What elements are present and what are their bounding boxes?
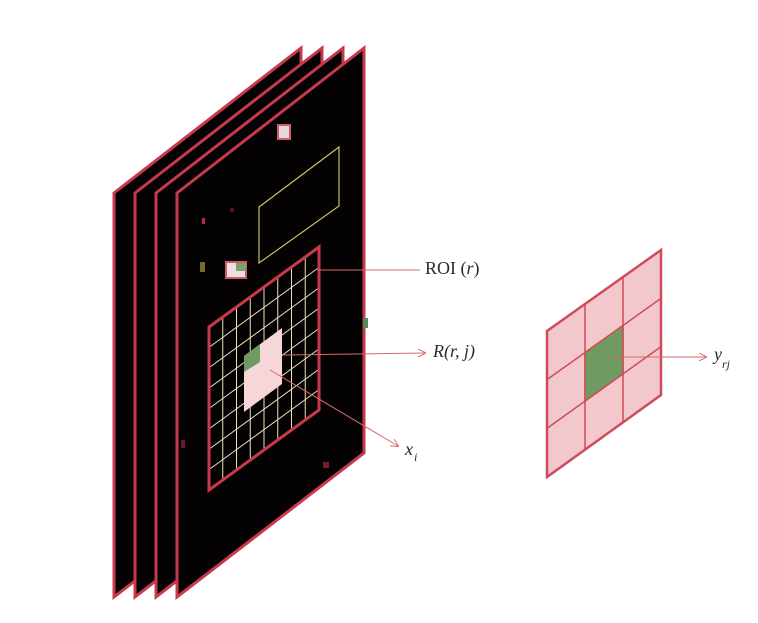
pooled-output-grid (545, 247, 663, 480)
pooled-output-cell (584, 323, 624, 403)
feature-map-stack (112, 44, 366, 601)
sub-region-highlight (244, 344, 260, 372)
activation-blob (323, 462, 329, 468)
activation-blobs (181, 124, 368, 468)
activation-blob (181, 440, 185, 448)
roi-grid-border (207, 244, 321, 493)
x-label: xi (404, 439, 417, 464)
region-arrow (283, 353, 425, 355)
activation-blob (202, 218, 205, 224)
region-label: R(r, j) (432, 341, 475, 362)
x-arrow (269, 369, 398, 446)
roi-grid-line (208, 389, 320, 471)
activation-blob (277, 124, 291, 140)
y-label: yrj (712, 344, 731, 371)
activation-blob (230, 208, 234, 212)
activation-blob (236, 263, 246, 271)
roi-grid-line (208, 368, 320, 450)
activation-blob (363, 318, 368, 328)
proposal-box (258, 145, 340, 265)
activation-blob (200, 262, 205, 272)
roi-label: ROI (r) (425, 258, 480, 279)
pooled-grid-border (545, 247, 663, 480)
